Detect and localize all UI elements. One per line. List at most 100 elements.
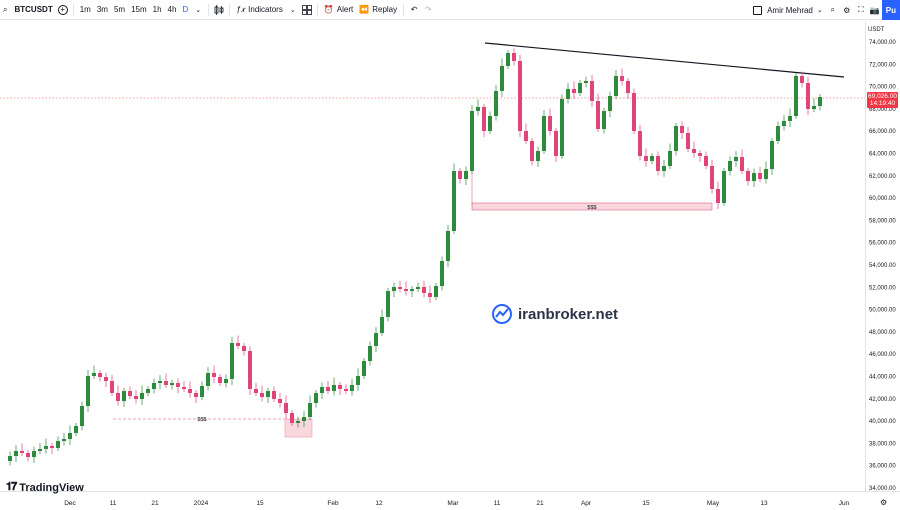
time-tick-label: 15 [642,500,650,507]
layouts-button[interactable] [300,0,314,20]
candle-body [566,89,570,99]
price-tick-label: 72,000.00 [869,62,896,68]
candle-body [248,351,252,389]
timeframe-label: 1m [79,5,91,14]
timeframe-15m[interactable]: 15m [128,0,150,20]
candle-body [686,133,690,149]
indicators-button[interactable]: ƒ𝑥 Indicators [233,0,286,20]
candle-body [596,101,600,129]
last-price-value: 69,026.00 [868,93,897,100]
candle-body [350,385,354,391]
candle-body [758,173,762,179]
price-tick-label: 64,000.00 [869,152,896,158]
symbol-search-button[interactable]: ⌕ BTCUSDT [0,0,56,20]
divider [403,3,405,16]
candle-body [488,116,492,131]
divider [208,3,210,16]
time-tick-label: Jun [839,500,850,507]
snapshot-button[interactable]: 📷 [868,0,882,20]
settings-button[interactable]: ⚙ [840,0,854,20]
redo-button[interactable]: ↷ [421,0,435,20]
quick-search-button[interactable]: ⌕ [826,0,840,20]
candle-body [428,293,432,297]
indicators-dropdown[interactable]: ⌄ [286,0,300,20]
candle-body [62,439,66,441]
timeframe-5m[interactable]: 5m [111,0,128,20]
candle-body [746,171,750,181]
watermark: iranbroker.net [491,303,618,325]
symbol-label: BTCUSDT [14,5,53,14]
chart-area[interactable]: $$$ $$$ 74,000.00 72,000.00 70,000.00 68,00… [0,21,900,510]
tradingview-logo[interactable]: 𝟏𝟕 TradingView [6,481,84,494]
candle-body [626,81,630,93]
candle-body [728,161,732,171]
liquidity-zone-2[interactable] [471,202,713,211]
price-tick-label: 54,000.00 [869,263,896,269]
candle-body [356,376,360,385]
candle-body [182,387,186,389]
price-tick-label: 62,000.00 [869,174,896,180]
fullscreen-button[interactable]: ⛶ [854,0,868,20]
time-tick-label: 12 [375,500,383,507]
candle-body [410,289,414,291]
candle-body [194,393,198,397]
candle-body [92,373,96,376]
timeframe-1h[interactable]: 1h [150,0,165,20]
candle-body [302,417,306,421]
candle-body [464,171,468,179]
candle-body [752,173,756,181]
candle-body [536,151,540,161]
chart-type-button[interactable] [212,0,226,20]
candles-icon [214,4,224,15]
resistance-trendline[interactable] [484,42,845,78]
alert-label: Alert [336,5,354,14]
candle-body [116,393,120,401]
time-tick-label: 11 [110,500,117,507]
publish-button[interactable]: Pu [881,0,900,20]
alert-button[interactable]: ⏰ Alert [321,0,356,20]
candle-body [608,96,612,111]
candle-body [470,111,474,171]
candle-body [812,106,816,109]
candle-body [380,317,384,333]
candle-body [524,131,528,141]
candle-body [530,141,534,161]
last-price-tag: 69,026.00 14:19:40 [867,92,898,108]
divider [316,3,318,16]
candle-body [500,66,504,91]
candle-body [680,126,684,133]
candle-body [230,343,234,379]
candle-body [164,381,168,385]
candle-body [128,391,132,396]
iranbroker-logo-icon [492,304,512,324]
candle-body [818,97,822,106]
price-axis-ticks: 74,000.00 72,000.00 70,000.00 68,000.00 66,0… [869,40,896,492]
undo-button[interactable]: ↶ [407,0,421,20]
candle-body [602,111,606,129]
timeframe-d[interactable]: D [179,0,191,20]
candle-body [572,89,576,93]
timeframe-3m[interactable]: 3m [94,0,111,20]
replay-button[interactable]: ⏪ Replay [356,0,400,20]
time-tick-label: 15 [256,500,264,507]
candle-body [506,53,510,66]
candle-body [188,389,192,393]
candle-body [482,107,486,131]
layout-name-button[interactable]: Amir Mehrad ⌄ [750,0,826,20]
candle-body [68,433,72,439]
candle-body [644,156,648,161]
timeframe-4h[interactable]: 4h [165,0,180,20]
price-chart[interactable]: $$$ $$$ 74,000.00 72,000.00 70,000.00 68,00… [0,21,900,510]
timeframe-1m[interactable]: 1m [77,0,94,20]
candle-body [548,116,552,131]
watermark-text: iranbroker.net [518,305,619,323]
timeframe-dropdown[interactable]: ⌄ [191,0,205,20]
compare-add-button[interactable]: + [56,0,70,20]
candle-body [152,383,156,389]
candle-body [80,406,84,426]
liquidity-label-1: $$$ [197,417,206,423]
gear-icon[interactable]: ⚙ [880,498,887,507]
candle-body [218,377,222,383]
price-tick-label: 42,000.00 [869,397,896,403]
candle-body [314,393,318,403]
